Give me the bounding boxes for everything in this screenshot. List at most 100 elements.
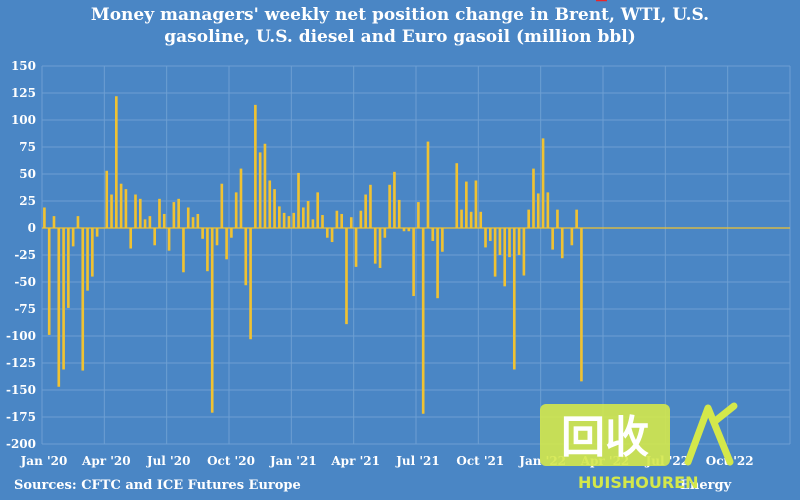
y-tick-label: 0 bbox=[28, 221, 36, 235]
bar bbox=[302, 207, 305, 228]
bar bbox=[330, 228, 334, 243]
bar bbox=[287, 216, 291, 228]
bar bbox=[220, 183, 224, 228]
bar bbox=[460, 209, 463, 228]
bar bbox=[158, 198, 161, 228]
bar bbox=[143, 219, 147, 228]
bar bbox=[311, 219, 315, 228]
bar bbox=[393, 171, 396, 228]
bar-series bbox=[43, 96, 583, 414]
bar bbox=[397, 199, 401, 228]
bar bbox=[417, 202, 420, 228]
bar bbox=[297, 172, 300, 228]
bar bbox=[206, 228, 209, 272]
bar bbox=[196, 213, 200, 228]
bar bbox=[153, 228, 156, 246]
bar bbox=[258, 152, 262, 228]
watermark-badge bbox=[540, 404, 670, 466]
bar bbox=[575, 209, 578, 228]
x-tick-label: Jan '20 bbox=[20, 454, 68, 468]
bar bbox=[43, 207, 46, 228]
bar bbox=[335, 210, 339, 228]
bar bbox=[134, 194, 137, 228]
bar bbox=[474, 180, 478, 228]
bar bbox=[215, 228, 219, 246]
bar bbox=[71, 228, 75, 247]
y-tick-label: 100 bbox=[11, 113, 36, 127]
bar bbox=[124, 189, 128, 228]
bar bbox=[254, 104, 257, 228]
bar bbox=[426, 141, 430, 228]
bar bbox=[167, 228, 171, 251]
chart-title: Money managers' weekly net position chan… bbox=[0, 4, 800, 48]
bar bbox=[556, 209, 559, 228]
bar bbox=[489, 228, 492, 241]
bar bbox=[316, 192, 320, 228]
y-tick-label: -125 bbox=[6, 356, 36, 370]
bar bbox=[230, 228, 233, 238]
bar bbox=[359, 210, 363, 228]
bar bbox=[517, 228, 521, 255]
y-tick-label: -175 bbox=[6, 410, 36, 424]
bar bbox=[546, 192, 550, 228]
bar bbox=[57, 228, 61, 387]
bar bbox=[436, 228, 439, 299]
bar bbox=[86, 228, 89, 291]
bar bbox=[388, 184, 391, 228]
bar bbox=[560, 228, 564, 259]
y-axis-tick-labels: 150 125 100 75 50 25 0 -25 -50 -75 -100 -125 -150 -17… bbox=[6, 59, 36, 451]
bar bbox=[210, 228, 214, 413]
bar bbox=[479, 211, 483, 228]
bar bbox=[292, 212, 296, 228]
bar bbox=[536, 193, 540, 228]
y-tick-label: -50 bbox=[14, 275, 36, 289]
bar bbox=[512, 228, 516, 370]
x-tick-label: Jul '20 bbox=[146, 454, 191, 468]
y-tick-label: -75 bbox=[14, 302, 36, 316]
bar bbox=[369, 184, 372, 228]
bar bbox=[278, 206, 281, 228]
bar bbox=[441, 228, 444, 252]
bar bbox=[162, 213, 166, 228]
bar bbox=[532, 168, 535, 228]
bar bbox=[306, 201, 310, 228]
watermark-chinese-text: 回收 bbox=[561, 412, 649, 463]
bar bbox=[95, 228, 99, 237]
bar bbox=[138, 198, 142, 228]
watermark-latin-text: HUISHOUREN bbox=[578, 473, 698, 492]
bar bbox=[465, 181, 468, 228]
x-tick-label: Oct '21 bbox=[456, 454, 504, 468]
bar bbox=[119, 183, 123, 228]
chart-title-line-1: Money managers' weekly net position chan… bbox=[90, 5, 710, 25]
y-tick-label: -25 bbox=[14, 248, 36, 262]
y-tick-label: 125 bbox=[11, 86, 36, 100]
y-tick-label: -150 bbox=[6, 383, 36, 397]
bar bbox=[81, 228, 85, 371]
bar bbox=[364, 194, 367, 228]
bar bbox=[148, 216, 152, 228]
bar bbox=[498, 228, 502, 255]
bar bbox=[541, 138, 545, 228]
bar bbox=[110, 194, 113, 228]
bar bbox=[373, 228, 377, 264]
bar bbox=[383, 228, 387, 238]
bar bbox=[52, 216, 56, 228]
x-tick-label: Oct '20 bbox=[207, 454, 255, 468]
bar bbox=[67, 228, 70, 308]
bar bbox=[172, 202, 176, 228]
bar bbox=[412, 228, 415, 297]
bar bbox=[421, 228, 425, 414]
bar bbox=[325, 228, 329, 238]
bar bbox=[105, 170, 109, 228]
bar bbox=[201, 228, 204, 239]
bar bbox=[455, 163, 459, 228]
y-tick-label: 75 bbox=[19, 140, 36, 154]
bar bbox=[47, 228, 51, 335]
y-tick-label: 50 bbox=[19, 167, 36, 181]
bar bbox=[273, 189, 276, 228]
bar bbox=[234, 192, 238, 228]
bar bbox=[431, 228, 435, 241]
bar bbox=[129, 228, 133, 249]
bar bbox=[527, 209, 530, 228]
